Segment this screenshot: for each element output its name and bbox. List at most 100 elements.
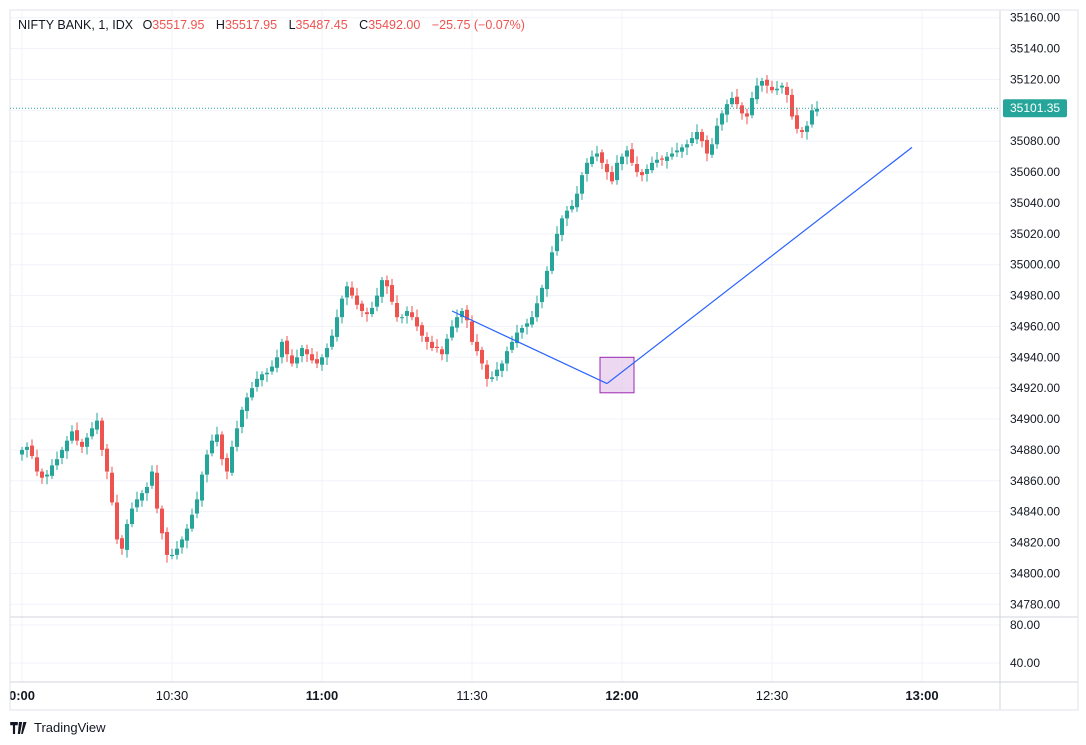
candle[interactable]	[145, 482, 149, 501]
candle[interactable]	[535, 295, 539, 322]
candle[interactable]	[440, 346, 444, 361]
candle[interactable]	[120, 535, 124, 555]
candle[interactable]	[265, 368, 269, 383]
candle[interactable]	[790, 88, 794, 120]
candle[interactable]	[295, 349, 299, 369]
candle[interactable]	[645, 164, 649, 182]
candle[interactable]	[435, 339, 439, 353]
candle[interactable]	[140, 490, 144, 507]
candle[interactable]	[655, 152, 659, 168]
candle[interactable]	[760, 77, 764, 92]
candle[interactable]	[195, 491, 199, 519]
candle[interactable]	[245, 392, 249, 419]
trend-line[interactable]	[451, 310, 608, 385]
candle[interactable]	[340, 295, 344, 324]
candle[interactable]	[250, 382, 254, 401]
candle[interactable]	[310, 348, 314, 364]
candle[interactable]	[400, 314, 404, 324]
candle[interactable]	[780, 82, 784, 94]
candle[interactable]	[90, 422, 94, 440]
candle[interactable]	[330, 329, 334, 350]
candle[interactable]	[565, 206, 569, 227]
candle[interactable]	[590, 150, 594, 168]
candle[interactable]	[290, 349, 294, 367]
candle[interactable]	[305, 344, 309, 362]
candle[interactable]	[360, 300, 364, 318]
candle[interactable]	[355, 287, 359, 310]
candle[interactable]	[660, 155, 664, 166]
candle[interactable]	[785, 82, 789, 103]
candle[interactable]	[390, 278, 394, 305]
candle[interactable]	[575, 185, 579, 212]
candle[interactable]	[765, 75, 769, 94]
candle[interactable]	[425, 332, 429, 350]
candle[interactable]	[445, 334, 449, 362]
candle[interactable]	[190, 508, 194, 532]
candle[interactable]	[550, 246, 554, 274]
candle[interactable]	[650, 156, 654, 174]
candle[interactable]	[30, 439, 34, 460]
candle[interactable]	[795, 107, 799, 134]
candle[interactable]	[600, 149, 604, 169]
candle[interactable]	[25, 442, 29, 458]
candle[interactable]	[665, 152, 669, 169]
candle[interactable]	[40, 468, 44, 484]
candle[interactable]	[430, 335, 434, 352]
candle[interactable]	[185, 524, 189, 549]
candle[interactable]	[125, 519, 129, 558]
candle[interactable]	[450, 320, 454, 341]
candle[interactable]	[215, 426, 219, 447]
candle[interactable]	[335, 309, 339, 342]
candle[interactable]	[810, 104, 814, 128]
candlestick-series[interactable]	[20, 75, 819, 563]
candle[interactable]	[685, 139, 689, 156]
candle[interactable]	[770, 80, 774, 94]
candle[interactable]	[85, 432, 89, 455]
candle[interactable]	[325, 343, 329, 366]
candle[interactable]	[675, 142, 679, 157]
candle[interactable]	[240, 406, 244, 434]
candle[interactable]	[45, 469, 49, 485]
candle[interactable]	[520, 324, 524, 339]
candle[interactable]	[320, 354, 324, 371]
candle[interactable]	[80, 438, 84, 454]
candle[interactable]	[370, 301, 374, 318]
candle[interactable]	[570, 199, 574, 213]
candle[interactable]	[625, 145, 629, 165]
candle[interactable]	[480, 346, 484, 370]
candle[interactable]	[345, 281, 349, 306]
candle[interactable]	[465, 305, 469, 328]
candle[interactable]	[745, 108, 749, 125]
candle[interactable]	[150, 465, 154, 489]
candle[interactable]	[525, 318, 529, 335]
candle[interactable]	[680, 144, 684, 158]
candle[interactable]	[210, 434, 214, 457]
candle[interactable]	[415, 309, 419, 332]
candle[interactable]	[50, 459, 54, 479]
candle[interactable]	[225, 453, 229, 480]
candle[interactable]	[695, 124, 699, 144]
candle[interactable]	[300, 344, 304, 363]
candle[interactable]	[65, 436, 69, 459]
candle[interactable]	[635, 156, 639, 177]
candle[interactable]	[230, 440, 234, 476]
candle[interactable]	[70, 425, 74, 444]
candle[interactable]	[200, 471, 204, 507]
candle[interactable]	[495, 361, 499, 381]
candle[interactable]	[555, 226, 559, 256]
candle[interactable]	[670, 147, 674, 160]
candle[interactable]	[615, 155, 619, 185]
candle[interactable]	[60, 446, 64, 465]
candle[interactable]	[110, 466, 114, 506]
candle[interactable]	[270, 360, 274, 375]
candle[interactable]	[505, 346, 509, 372]
candle[interactable]	[690, 131, 694, 147]
candle[interactable]	[280, 338, 284, 364]
drawings-layer[interactable]	[451, 146, 913, 394]
candle[interactable]	[580, 172, 584, 200]
candle[interactable]	[385, 275, 389, 295]
candle[interactable]	[530, 311, 534, 328]
candle[interactable]	[420, 322, 424, 342]
candle[interactable]	[410, 306, 414, 321]
